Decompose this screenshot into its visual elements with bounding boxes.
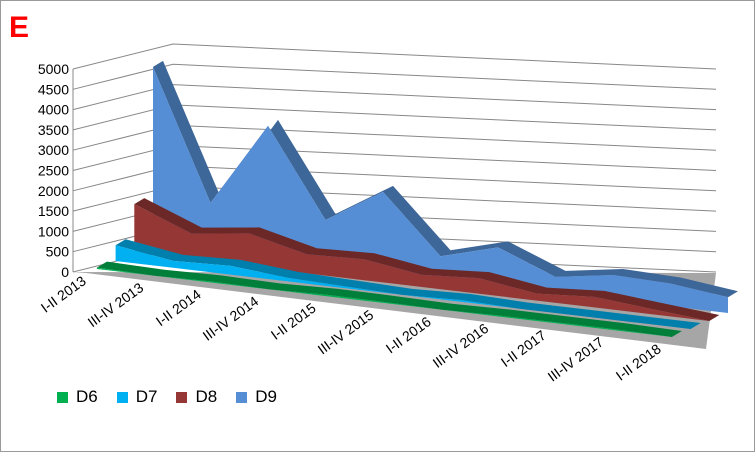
y-tick-label: 5000 (38, 61, 69, 77)
y-tick-label: 500 (46, 244, 70, 260)
legend-item-d7: D7 (117, 387, 158, 407)
y-tick-label: 1000 (38, 223, 69, 239)
legend-swatch (117, 392, 128, 403)
x-tick-label: III-IV 2017 (545, 334, 607, 385)
x-tick-label: III-IV 2013 (85, 279, 147, 330)
y-tick-label: 1500 (38, 203, 69, 219)
legend-label: D7 (136, 387, 158, 407)
y-tick-label: 3500 (38, 122, 69, 138)
x-tick-label: I-II 2015 (268, 300, 319, 343)
legend-item-d9: D9 (236, 387, 277, 407)
y-tick-label: 2000 (38, 183, 69, 199)
x-tick-label: III-IV 2016 (430, 320, 492, 371)
y-tick-label: 4000 (38, 102, 69, 118)
legend-label: D8 (195, 387, 217, 407)
x-tick-label: III-IV 2014 (200, 293, 262, 344)
legend: D6 D7 D8 D9 (57, 387, 296, 407)
x-tick-label: I-II 2018 (613, 340, 664, 383)
legend-item-d8: D8 (176, 387, 217, 407)
x-tick-label: I-II 2014 (153, 286, 204, 329)
legend-item-d6: D6 (57, 387, 98, 407)
x-tick-label: III-IV 2015 (315, 306, 377, 357)
legend-label: D6 (76, 387, 98, 407)
y-tick-label: 4500 (38, 81, 69, 97)
y-tick-label: 3000 (38, 142, 69, 158)
y-tick-label: 2500 (38, 163, 69, 179)
x-tick-label: I-II 2017 (498, 327, 549, 370)
y-tick-label: 0 (61, 264, 69, 280)
legend-swatch (176, 392, 187, 403)
legend-swatch (236, 392, 247, 403)
x-tick-label: I-II 2016 (383, 313, 434, 356)
legend-label: D9 (255, 387, 277, 407)
legend-swatch (57, 392, 68, 403)
